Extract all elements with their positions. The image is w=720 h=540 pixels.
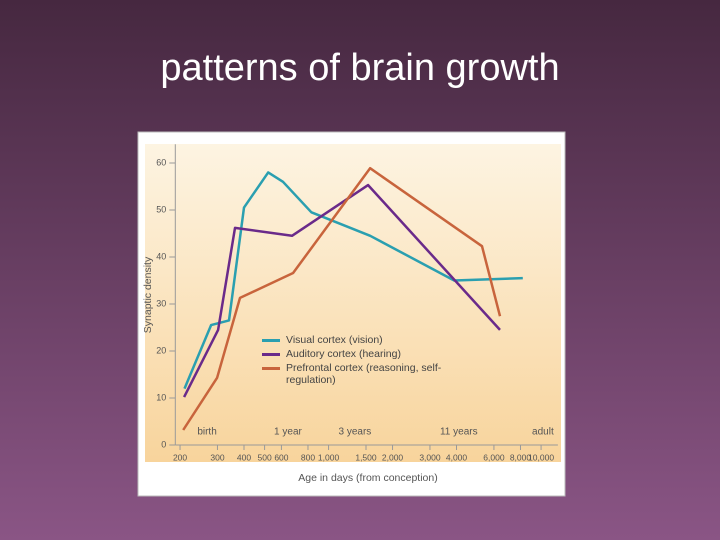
- x-tick-label: 2,000: [382, 452, 404, 462]
- slide-title: patterns of brain growth: [160, 47, 559, 89]
- y-tick-label: 50: [156, 204, 166, 214]
- x-axis-label: Age in days (from conception): [298, 472, 437, 484]
- x-tick-label: 400: [237, 452, 251, 462]
- y-tick-label: 60: [156, 157, 166, 167]
- x-tick-label: 1,500: [355, 452, 377, 462]
- x-tick-label: 6,000: [483, 452, 505, 462]
- annotation: 1 year: [274, 427, 302, 438]
- legend-item: Auditory cortex (hearing): [262, 348, 452, 360]
- legend-swatch: [262, 339, 280, 342]
- x-tick-label: 8,000: [510, 452, 532, 462]
- annotation: 11 years: [440, 427, 478, 438]
- x-tick-label: 800: [301, 452, 315, 462]
- legend: Visual cortex (vision) Auditory cortex (h…: [262, 334, 452, 388]
- y-tick-label: 20: [156, 345, 166, 355]
- y-axis-label: Synaptic density: [142, 256, 154, 333]
- x-tick-label: 1,000: [318, 452, 340, 462]
- legend-label: Prefrontal cortex (reasoning, self-regul…: [286, 362, 442, 386]
- series-line: [182, 166, 502, 431]
- x-tick-label: 4,000: [446, 452, 468, 462]
- legend-item: Visual cortex (vision): [262, 334, 452, 346]
- legend-swatch: [262, 367, 280, 370]
- legend-label: Visual cortex (vision): [286, 334, 383, 346]
- y-tick-label: 0: [161, 439, 166, 449]
- series-line: [182, 183, 501, 398]
- annotation: 3 years: [338, 427, 371, 438]
- legend-swatch: [262, 353, 280, 356]
- y-tick-label: 10: [156, 392, 166, 402]
- x-tick-label: 3,000: [419, 452, 441, 462]
- x-tick-label: 200: [173, 452, 187, 462]
- legend-label: Auditory cortex (hearing): [286, 348, 401, 360]
- x-tick-label: 10,000: [528, 452, 554, 462]
- plot-background: [145, 144, 561, 462]
- x-tick-label: 300: [210, 452, 224, 462]
- y-tick-label: 40: [156, 251, 166, 261]
- y-tick-label: 30: [156, 298, 166, 308]
- x-tick-label: 500: [258, 452, 272, 462]
- x-tick-label: 600: [274, 452, 288, 462]
- annotation: birth: [197, 427, 216, 438]
- legend-item: Prefrontal cortex (reasoning, self-regul…: [262, 362, 452, 386]
- annotation: adult: [532, 427, 554, 438]
